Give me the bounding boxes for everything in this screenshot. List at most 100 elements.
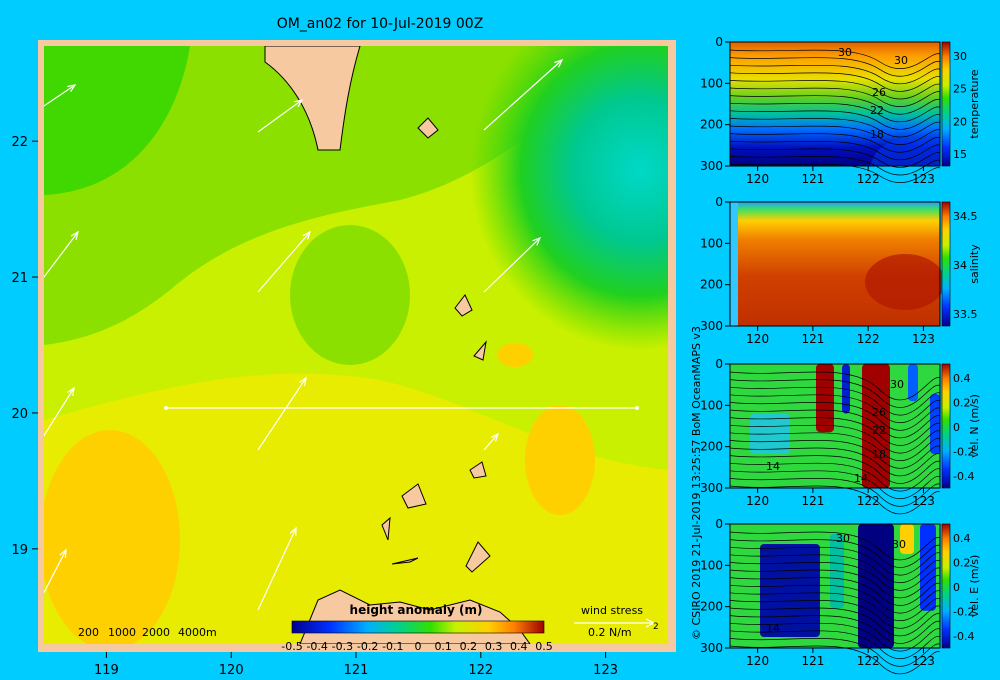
- wind-arrowhead: [67, 84, 77, 93]
- panel-ytick-label: 200: [700, 118, 723, 132]
- contour-line: [729, 140, 941, 161]
- panel-variable-label: temperature: [968, 69, 981, 138]
- colorbar-tick-label: -0.4: [306, 640, 327, 653]
- contour-line: [729, 539, 941, 568]
- panel-ytick-label: 200: [700, 440, 723, 454]
- panel-colorbar-tick: -0.4: [953, 470, 974, 483]
- contour-label: 14: [766, 622, 780, 635]
- panel-colorbar-tick: -0.2: [953, 446, 974, 459]
- panel-colorbar-tick: 30: [953, 50, 967, 63]
- contour-line: [729, 87, 941, 107]
- map-xtick-label: 123: [593, 663, 618, 678]
- contour-label: 26: [872, 86, 886, 99]
- contour-line: [729, 577, 941, 606]
- panel-xtick-label: 123: [912, 332, 935, 346]
- wind-arrow: [257, 99, 303, 133]
- panel-ytick-label: 300: [700, 641, 723, 655]
- contour-line: [729, 447, 941, 477]
- height-colorbar: height anomaly (m) -0.5 -0.4 -0.3 -0.2 -0.1 0…: [281, 603, 552, 653]
- contour-line: [729, 630, 941, 659]
- section-panel-velN: 30 26 22 18 14 14 0 100 200 300 120 121 122 123 0.4 0.2…: [700, 357, 981, 515]
- contour-line: [729, 569, 941, 599]
- contour-label: 30: [892, 538, 906, 551]
- panel-colorbar-tick: 20: [953, 115, 967, 128]
- wind-arrow: [44, 84, 76, 107]
- panel-frame: [729, 523, 941, 649]
- contour-label: 22: [872, 424, 886, 437]
- sal-field-edge: [730, 202, 738, 326]
- panel-xtick-label: 122: [857, 332, 880, 346]
- contour-label: 14: [766, 460, 780, 473]
- wind-stress-scale-arrowhead: [645, 618, 656, 628]
- map-xtick-label: 121: [344, 663, 369, 678]
- panel-ytick-label: 0: [715, 195, 723, 209]
- contour-line: [729, 386, 941, 416]
- map-field-green-center: [290, 225, 410, 365]
- contour-line: [729, 409, 941, 439]
- depth-legend-1000: 1000: [108, 626, 136, 639]
- wind-arrow: [257, 377, 307, 451]
- land-islands: [381, 117, 491, 573]
- contour-line: [729, 110, 941, 130]
- panel-colorbar-tick: 15: [953, 148, 967, 161]
- panel-colorbar-tick: 25: [953, 83, 967, 96]
- colorbar-tick-label: 0.1: [434, 640, 452, 653]
- depth-legend-200: 200: [78, 626, 99, 639]
- contour-line: [729, 462, 941, 492]
- wind-stress-scale-sup: 2: [653, 622, 659, 632]
- contour-line: [729, 163, 941, 183]
- velE-field-blob: [920, 524, 936, 611]
- panel-xtick-label: 123: [912, 654, 935, 668]
- colorbar-tick-label: 0.4: [510, 640, 528, 653]
- panel-frame: [729, 363, 941, 489]
- panel-xtick-label: 121: [801, 654, 824, 668]
- chart-title: OM_an02 for 10-Jul-2019 00Z: [276, 16, 484, 32]
- contour-label: 30: [894, 54, 908, 67]
- wind-arrowhead: [289, 526, 297, 537]
- wind-arrowhead: [70, 230, 79, 240]
- panel-colorbar-tick: 0: [953, 421, 960, 434]
- panel-colorbar-tick: -0.2: [953, 606, 974, 619]
- panel-colorbar-tick: 34: [953, 259, 967, 272]
- map-xtick-label: 119: [94, 663, 119, 678]
- wind-arrowhead: [490, 432, 500, 442]
- panel-ytick-label: 200: [700, 278, 723, 292]
- panel-xtick-label: 122: [857, 172, 880, 186]
- depth-legend-2000: 2000: [142, 626, 170, 639]
- panel-xtick-label: 123: [912, 494, 935, 508]
- panel-xtick-label: 120: [746, 332, 769, 346]
- wind-arrow: [44, 231, 79, 279]
- panel-ytick-label: 200: [700, 600, 723, 614]
- contour-line: [729, 546, 941, 576]
- wind-arrow: [483, 59, 563, 131]
- map-xtick-label: 122: [468, 663, 493, 678]
- map-ytick-label: 20: [11, 407, 28, 422]
- contour-label: 30: [838, 46, 852, 59]
- wind-arrow: [44, 549, 67, 594]
- contour-line: [729, 638, 941, 667]
- panel-colorbar: [941, 523, 951, 649]
- land-taiwan: [264, 46, 361, 151]
- panel-variable-label: salinity: [968, 244, 981, 284]
- wind-arrow: [483, 433, 499, 451]
- contour-line: [729, 148, 941, 168]
- contour-line: [729, 80, 941, 100]
- velE-field-blob: [760, 544, 820, 637]
- contour-line: [729, 57, 941, 77]
- contour-label: 14: [854, 472, 868, 485]
- contour-line: [729, 371, 941, 401]
- wind-stress-scale: 0.2 N/m: [588, 626, 632, 639]
- sal-field-max: [865, 254, 945, 310]
- colorbar-tick-label: 0: [415, 640, 422, 653]
- panel-colorbar-tick: 0.2: [953, 557, 971, 570]
- contour-line: [729, 531, 941, 561]
- velE-field-blob: [858, 524, 894, 648]
- contour-line: [729, 615, 941, 644]
- panel-xtick-label: 123: [912, 172, 935, 186]
- velN-field-blob: [908, 364, 918, 402]
- contour-label: 30: [890, 378, 904, 391]
- contour-line: [729, 49, 941, 69]
- velN-field-blob: [842, 364, 850, 414]
